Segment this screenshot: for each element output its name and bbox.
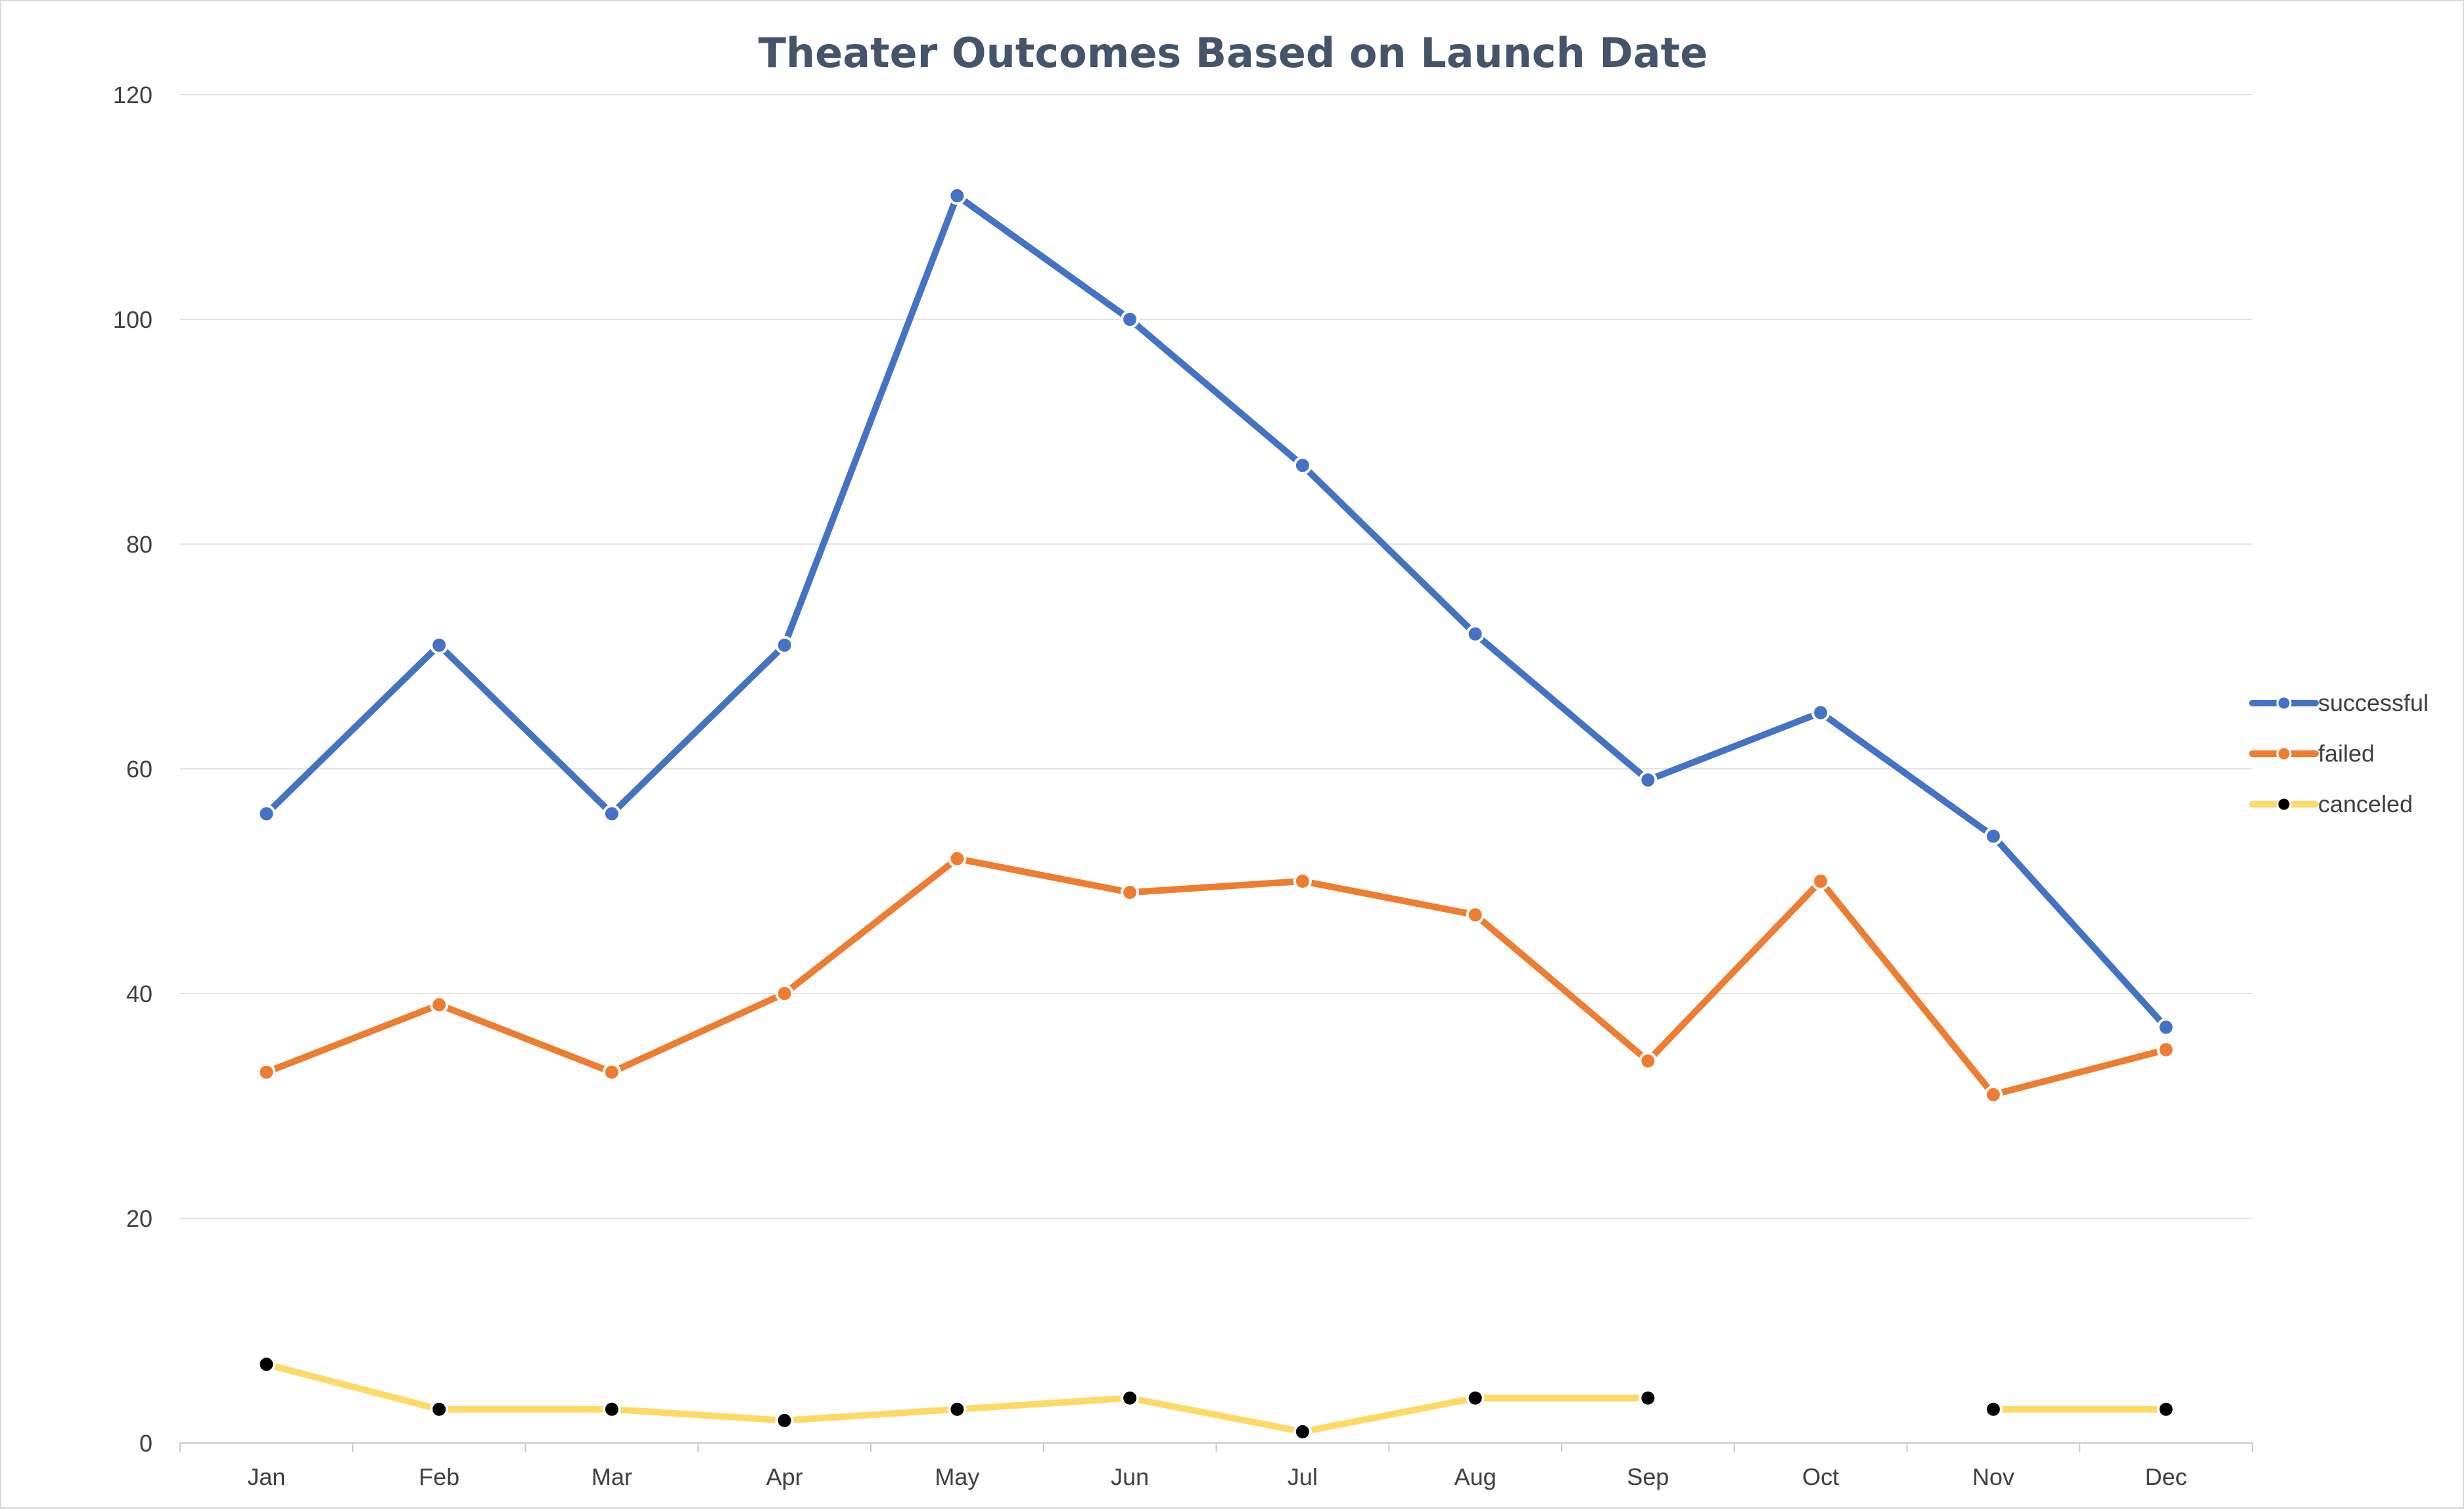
x-tick-label: Oct — [1802, 1463, 1839, 1490]
y-tick-label: 80 — [126, 531, 152, 558]
data-point-canceled[interactable] — [602, 1400, 621, 1419]
series-failed — [257, 849, 2175, 1104]
legend-marker — [2276, 746, 2292, 762]
x-tick-label: Jul — [1288, 1463, 1318, 1490]
x-tick-label: Aug — [1454, 1463, 1497, 1490]
data-point-successful[interactable] — [1639, 771, 1658, 790]
data-point-successful[interactable] — [2156, 1018, 2175, 1037]
x-tick-label: Apr — [766, 1463, 803, 1490]
x-tick-label: Jan — [247, 1463, 285, 1490]
data-point-canceled[interactable] — [1984, 1400, 2003, 1419]
y-axis-ticks: 0 20 40 60 80 100 120 — [113, 81, 152, 1457]
legend-label: successful — [2318, 689, 2429, 716]
data-point-failed[interactable] — [257, 1063, 276, 1082]
data-point-canceled[interactable] — [1639, 1388, 1658, 1407]
x-axis-ticks: Jan Feb Mar Apr May Jun Jul Aug Sep Oct Nov Dec — [179, 1443, 2253, 1490]
data-point-failed[interactable] — [775, 984, 794, 1003]
data-point-canceled[interactable] — [948, 1400, 967, 1419]
y-tick-label: 100 — [113, 306, 152, 333]
data-point-successful[interactable] — [1466, 624, 1485, 643]
series-line-successful — [263, 192, 2170, 1031]
legend-item-failed[interactable]: failed — [2249, 740, 2375, 767]
data-point-failed[interactable] — [602, 1063, 621, 1082]
y-tick-label: 120 — [113, 81, 152, 108]
series-group — [257, 186, 2175, 1441]
data-point-successful[interactable] — [1293, 456, 1312, 475]
data-point-successful[interactable] — [775, 635, 794, 654]
y-tick-label: 40 — [126, 980, 152, 1007]
y-tick-label: 20 — [126, 1205, 152, 1232]
series-canceled — [257, 1355, 2175, 1441]
data-point-failed[interactable] — [1811, 872, 1830, 890]
chart-title: Theater Outcomes Based on Launch Date — [758, 29, 1708, 77]
x-tick-label: Nov — [1972, 1463, 2014, 1490]
data-point-successful[interactable] — [257, 804, 276, 823]
legend-label: failed — [2318, 740, 2375, 767]
x-tick-label: May — [935, 1463, 979, 1490]
legend-label: canceled — [2318, 790, 2413, 817]
x-tick-label: Dec — [2145, 1463, 2187, 1490]
data-point-successful[interactable] — [1984, 827, 2003, 846]
data-point-failed[interactable] — [1984, 1085, 2003, 1104]
data-point-successful[interactable] — [1121, 310, 1140, 329]
x-tick-label: Feb — [419, 1463, 459, 1490]
data-point-canceled[interactable] — [1121, 1388, 1140, 1407]
data-point-canceled[interactable] — [1293, 1422, 1312, 1441]
data-point-failed[interactable] — [1466, 905, 1485, 925]
series-successful — [257, 186, 2175, 1037]
data-point-failed[interactable] — [1121, 883, 1140, 902]
series-line-canceled — [263, 1361, 1652, 1435]
data-point-failed[interactable] — [948, 849, 967, 868]
y-tick-label: 60 — [126, 756, 152, 783]
legend[interactable]: successful failed canceled — [2249, 689, 2429, 817]
legend-marker — [2276, 695, 2292, 711]
series-line-failed — [263, 855, 2170, 1098]
x-tick-label: Mar — [592, 1463, 632, 1490]
data-point-canceled[interactable] — [775, 1411, 794, 1430]
data-point-failed[interactable] — [1639, 1051, 1658, 1070]
y-tick-label: 0 — [139, 1430, 152, 1457]
data-point-failed[interactable] — [430, 995, 449, 1015]
data-point-canceled[interactable] — [2156, 1400, 2175, 1419]
x-tick-label: Sep — [1627, 1463, 1669, 1490]
data-point-successful[interactable] — [1811, 703, 1830, 722]
data-point-failed[interactable] — [1293, 872, 1312, 890]
data-point-canceled[interactable] — [257, 1355, 276, 1374]
data-point-failed[interactable] — [2156, 1040, 2175, 1059]
data-point-canceled[interactable] — [1466, 1388, 1485, 1407]
data-point-successful[interactable] — [948, 186, 967, 205]
data-point-canceled[interactable] — [430, 1400, 449, 1419]
gridlines — [180, 94, 2252, 1444]
data-point-successful[interactable] — [430, 635, 449, 654]
legend-item-successful[interactable]: successful — [2249, 689, 2429, 716]
x-tick-label: Jun — [1111, 1463, 1149, 1490]
data-point-successful[interactable] — [602, 804, 621, 823]
legend-marker — [2276, 796, 2292, 812]
legend-item-canceled[interactable]: canceled — [2249, 790, 2413, 817]
